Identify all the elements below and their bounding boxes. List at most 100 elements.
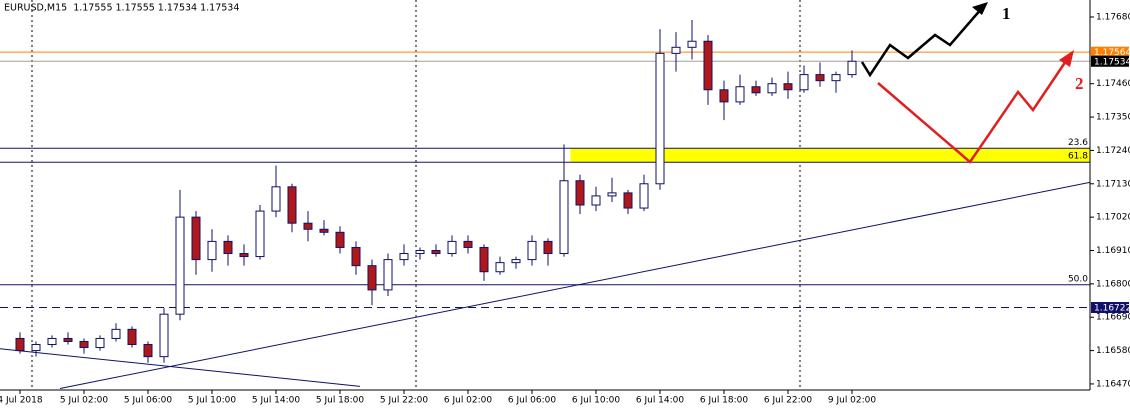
candle-body <box>383 259 393 291</box>
x-tick-label: 5 Jul 14:00 <box>252 396 301 406</box>
annotation: 1 <box>1002 4 1011 23</box>
candle-body <box>655 52 665 185</box>
y-tick-label: 1.16470 <box>1096 379 1130 389</box>
arrow-head <box>972 2 988 15</box>
candle-body <box>207 240 217 261</box>
candle-body <box>623 192 633 209</box>
candle-body <box>767 83 777 94</box>
x-tick-label: 9 Jul 02:00 <box>828 396 877 406</box>
price-box <box>1091 55 1129 67</box>
scenario-arrow <box>877 57 1070 164</box>
candle-body <box>223 240 233 255</box>
candle-body <box>559 180 569 255</box>
candle-body <box>719 89 729 103</box>
price-box <box>1091 46 1129 58</box>
x-tick-label: 6 Jul 22:00 <box>764 396 813 406</box>
candle-body <box>399 253 409 261</box>
plot: 23.6 61.8 50.0 <box>0 20 1091 389</box>
price-box-label: 1.16722 <box>1094 304 1130 314</box>
candle-body <box>543 240 553 255</box>
candle-body <box>575 180 585 206</box>
candle-body <box>447 240 457 255</box>
candle-body <box>143 344 153 358</box>
x-tick-label: 5 Jul 06:00 <box>124 396 173 406</box>
price-box-label: 1.17534 <box>1094 57 1130 67</box>
candle-body <box>751 86 761 94</box>
candle-body <box>431 249 441 255</box>
y-tick-label: 1.17350 <box>1096 113 1130 123</box>
candle-body <box>95 337 105 349</box>
candle-body <box>639 183 649 209</box>
y-tick-label: 1.17130 <box>1096 179 1130 189</box>
candle-body <box>351 246 361 267</box>
x-tick-label: 5 Jul 18:00 <box>316 396 365 406</box>
y-tick-label: 1.16690 <box>1096 313 1130 323</box>
fib-label: 50.0 <box>1068 274 1088 284</box>
candle-body <box>687 40 697 48</box>
fib-label: 23.6 <box>1068 138 1088 148</box>
candle-body <box>735 86 745 103</box>
candle-body <box>335 231 345 248</box>
x-tick-label: 5 Jul 10:00 <box>188 396 237 406</box>
candle-body <box>815 74 825 82</box>
candle-body <box>463 240 473 248</box>
candle-body <box>591 195 601 206</box>
candle-body <box>607 192 617 197</box>
candle-body <box>159 313 169 358</box>
price-box-label: 1.17564 <box>1094 48 1130 58</box>
candle-body <box>479 246 489 273</box>
candle-body <box>511 259 521 264</box>
candle-body <box>415 249 425 255</box>
x-tick-label: 6 Jul 06:00 <box>508 396 557 406</box>
candle-body <box>703 40 713 91</box>
candle-body <box>15 337 25 352</box>
trend-line <box>59 181 1091 389</box>
candle-body <box>239 253 249 258</box>
candle-body <box>799 74 809 91</box>
candle-body <box>671 46 681 54</box>
chart-title: EURUSD,M15 1.17555 1.17555 1.17534 1.175… <box>4 3 239 14</box>
price-box <box>1091 302 1129 314</box>
arrow-head <box>1059 50 1074 67</box>
candle-body <box>127 328 137 346</box>
candle-body <box>527 240 537 261</box>
candle-body <box>303 222 313 230</box>
candle-body <box>783 83 793 91</box>
candle-body <box>175 216 185 315</box>
candle-body <box>63 337 73 342</box>
candle-body <box>47 337 57 346</box>
candle-body <box>191 216 201 261</box>
y-tick-label: 1.17020 <box>1096 213 1130 223</box>
x-tick-label: 6 Jul 18:00 <box>700 396 749 406</box>
candle-body <box>495 262 505 273</box>
candle-body <box>79 340 89 349</box>
candle-body <box>287 186 297 224</box>
y-tick-label: 1.17460 <box>1096 79 1130 89</box>
candle-body <box>111 328 121 339</box>
candle-body <box>271 186 281 212</box>
candle-body <box>831 74 841 82</box>
x-tick-label: 5 Jul 02:00 <box>60 396 109 406</box>
scenario-arrow <box>860 7 983 78</box>
x-tick-label: 6 Jul 02:00 <box>444 396 493 406</box>
y-tick-label: 1.16580 <box>1096 346 1130 356</box>
candle-body <box>31 344 41 352</box>
fib-label: 61.8 <box>1068 152 1088 162</box>
x-tick-label: 6 Jul 14:00 <box>636 396 685 406</box>
zone <box>570 148 1090 163</box>
x-tick-label: 6 Jul 10:00 <box>572 396 621 406</box>
y-tick-label: 1.17680 <box>1096 12 1130 22</box>
annotation: 2 <box>1075 74 1084 93</box>
candle-body <box>319 228 329 233</box>
candle-body <box>255 210 265 258</box>
y-tick-label: 1.16910 <box>1096 246 1130 256</box>
x-tick-label: 5 Jul 22:00 <box>380 396 429 406</box>
x-tick-label: 4 Jul 2018 <box>0 396 43 406</box>
trend-line <box>0 348 361 387</box>
candle-body <box>367 265 377 291</box>
candle-body <box>847 60 857 76</box>
y-tick-label: 1.16800 <box>1096 279 1130 289</box>
